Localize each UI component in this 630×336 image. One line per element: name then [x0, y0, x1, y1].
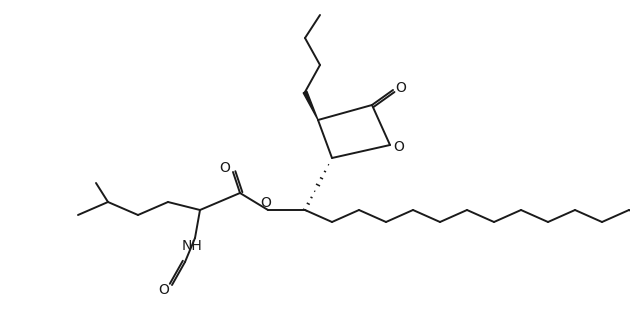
Text: O: O — [220, 161, 231, 175]
Text: O: O — [261, 196, 272, 210]
Text: O: O — [394, 140, 404, 154]
Text: NH: NH — [181, 239, 202, 253]
Text: O: O — [396, 81, 406, 95]
Text: O: O — [159, 283, 169, 297]
Polygon shape — [303, 91, 318, 120]
